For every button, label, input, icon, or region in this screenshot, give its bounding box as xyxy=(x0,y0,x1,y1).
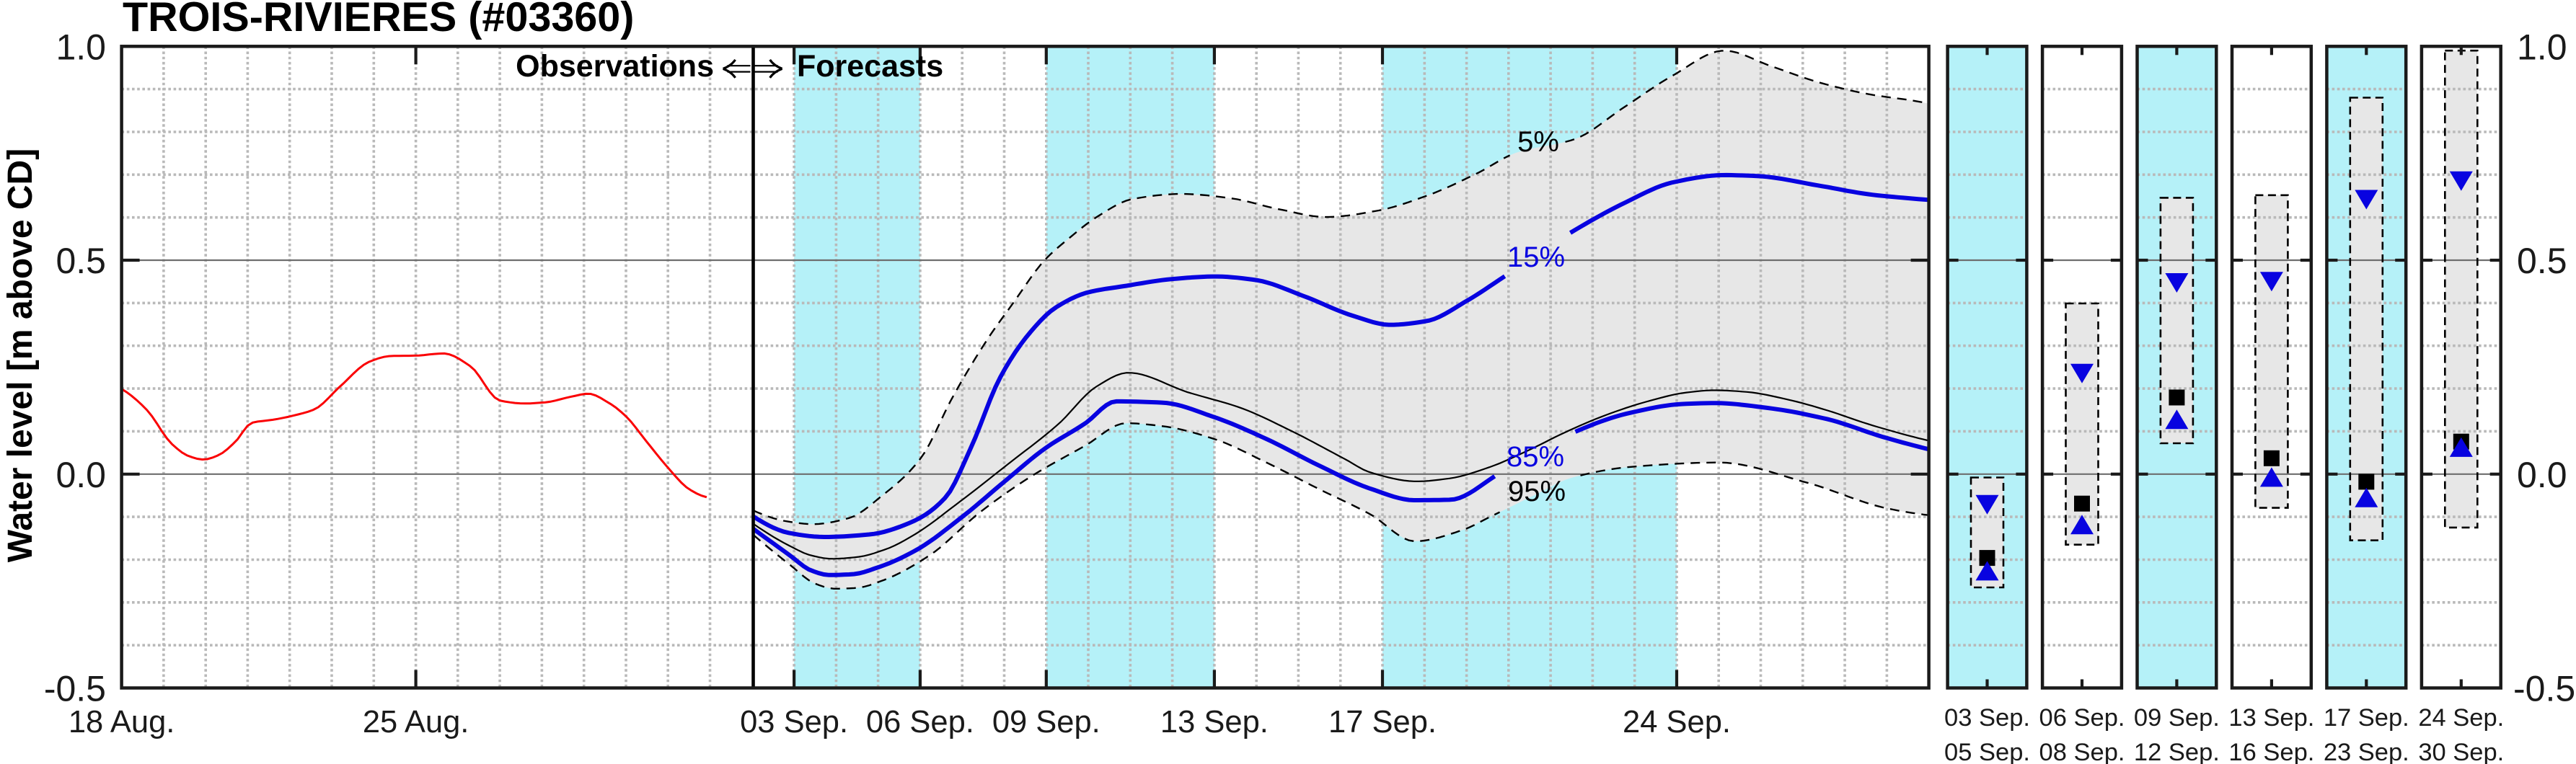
svg-text:03 Sep.: 03 Sep. xyxy=(740,705,848,739)
svg-text:-0.5: -0.5 xyxy=(44,669,106,709)
svg-text:0.0: 0.0 xyxy=(56,455,106,495)
svg-text:30 Sep.: 30 Sep. xyxy=(2418,739,2504,764)
svg-text:17 Sep.: 17 Sep. xyxy=(1328,705,1437,739)
svg-text:Water level [m above CD]: Water level [m above CD] xyxy=(1,148,40,562)
svg-text:0.5: 0.5 xyxy=(56,241,106,281)
svg-text:17 Sep.: 17 Sep. xyxy=(2324,704,2409,732)
svg-text:16 Sep.: 16 Sep. xyxy=(2228,739,2314,764)
svg-text:-0.5: -0.5 xyxy=(2513,669,2575,709)
svg-text:1.0: 1.0 xyxy=(2517,27,2567,67)
svg-text:09 Sep.: 09 Sep. xyxy=(2134,704,2220,732)
svg-text:85%: 85% xyxy=(1507,441,1564,473)
svg-text:15%: 15% xyxy=(1507,241,1565,273)
svg-text:06 Sep.: 06 Sep. xyxy=(2039,704,2125,732)
svg-text:TROIS-RIVIERES (#03360): TROIS-RIVIERES (#03360) xyxy=(123,0,634,40)
svg-text:24 Sep.: 24 Sep. xyxy=(1623,705,1731,739)
svg-text:1.0: 1.0 xyxy=(56,27,106,67)
svg-text:Observations: Observations xyxy=(516,49,714,84)
svg-text:24 Sep.: 24 Sep. xyxy=(2418,704,2504,732)
svg-text:5%: 5% xyxy=(1517,126,1559,158)
svg-text:0.5: 0.5 xyxy=(2517,241,2567,281)
svg-text:06 Sep.: 06 Sep. xyxy=(866,705,974,739)
svg-text:13 Sep.: 13 Sep. xyxy=(1160,705,1269,739)
svg-text:12 Sep.: 12 Sep. xyxy=(2134,739,2220,764)
svg-text:13 Sep.: 13 Sep. xyxy=(2228,704,2314,732)
svg-text:Forecasts: Forecasts xyxy=(797,49,943,84)
svg-text:95%: 95% xyxy=(1508,476,1566,507)
svg-text:23 Sep.: 23 Sep. xyxy=(2324,739,2409,764)
svg-text:03 Sep.: 03 Sep. xyxy=(1944,704,2030,732)
svg-text:09 Sep.: 09 Sep. xyxy=(992,705,1100,739)
svg-text:18 Aug.: 18 Aug. xyxy=(69,705,175,739)
svg-text:08 Sep.: 08 Sep. xyxy=(2039,739,2125,764)
svg-text:25 Aug.: 25 Aug. xyxy=(363,705,469,739)
svg-text:0.0: 0.0 xyxy=(2517,455,2567,495)
svg-text:05 Sep.: 05 Sep. xyxy=(1944,739,2030,764)
